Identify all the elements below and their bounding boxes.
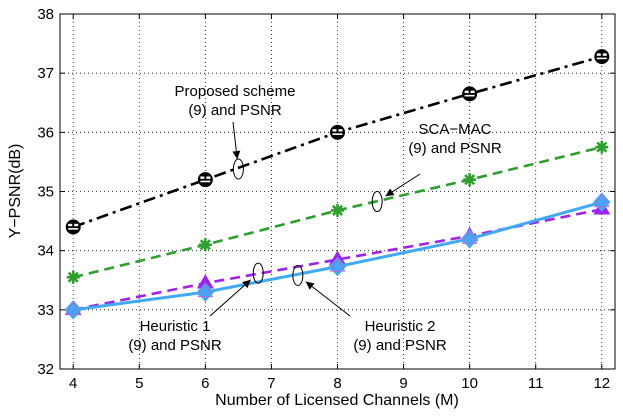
annotation-arrowhead xyxy=(232,150,241,160)
annotation-4: Heuristic 2 (9) and PSNR xyxy=(292,265,447,354)
marker-core xyxy=(466,176,473,183)
marker-disc xyxy=(330,124,345,140)
annotation-ellipse xyxy=(292,265,304,287)
series-layer xyxy=(64,49,611,320)
marker-triangle-outline xyxy=(329,257,346,272)
y-tick-label: 36 xyxy=(37,124,54,141)
annotation-arrow-shaft xyxy=(209,279,252,317)
marker-eye-right xyxy=(470,90,475,94)
x-tick-label: 4 xyxy=(69,375,77,392)
marker-diamond xyxy=(593,192,611,212)
marker-triangle-outline xyxy=(65,300,82,315)
marker-proposed-scheme xyxy=(65,219,81,235)
x-tick-label: 6 xyxy=(201,375,209,392)
marker-sca-mac xyxy=(331,203,344,217)
x-tick-label: 10 xyxy=(461,375,478,392)
marker-mouth xyxy=(68,228,79,230)
marker-proposed-scheme xyxy=(330,124,345,140)
annotation-1: Proposed scheme (9) and PSNR xyxy=(175,83,296,180)
x-tick-label: 7 xyxy=(267,375,275,392)
annotation-arrow-shaft xyxy=(305,281,351,317)
marker-sca-mac xyxy=(66,270,80,284)
annotation-label: (9) and PSNR xyxy=(188,102,282,119)
annotation-3: Heuristic 1 (9) and PSNR xyxy=(128,262,264,354)
marker-triangle-outline xyxy=(593,193,610,208)
x-tick-label: 9 xyxy=(399,375,407,392)
marker-sca-mac xyxy=(463,173,477,187)
marker-eye-left xyxy=(332,129,337,132)
x-tick-label: 12 xyxy=(593,375,610,392)
marker-eye-right xyxy=(602,53,607,56)
y-tick-label: 35 xyxy=(37,184,54,201)
annotation-ellipse xyxy=(371,191,383,213)
marker-sca-mac xyxy=(198,238,212,252)
tick-layer: 4 5 6 7 8 9 10 11 12 32 33 34 35 36 37 38 xyxy=(37,6,615,392)
marker-eye-left xyxy=(464,90,469,94)
marker-heuristic-2 xyxy=(196,282,215,302)
marker-mouth xyxy=(332,133,343,135)
annotation-label: (9) and PSNR xyxy=(408,140,502,157)
marker-proposed-scheme xyxy=(462,86,478,102)
marker-eye-left xyxy=(68,223,73,227)
marker-mouth xyxy=(200,180,211,183)
marker-proposed-scheme xyxy=(197,172,213,188)
annotation-arrowhead xyxy=(242,279,251,289)
y-tick-label: 33 xyxy=(37,302,54,319)
x-tick-label: 11 xyxy=(528,375,544,392)
marker-disc xyxy=(462,86,478,102)
annotation-layer: Proposed scheme (9) and PSNR SCA−MAC (9) an… xyxy=(128,83,502,354)
y-axis-title: Y−PSNR(dB) xyxy=(7,144,24,239)
grid-layer xyxy=(60,13,615,370)
marker-eye-left xyxy=(200,176,205,179)
marker-diamond xyxy=(460,229,479,249)
marker-heuristic-2 xyxy=(460,229,479,249)
marker-eye-right xyxy=(74,223,79,227)
marker-triangle-outline xyxy=(197,283,214,298)
marker-mouth xyxy=(596,57,607,60)
annotation-ellipse xyxy=(252,262,264,284)
annotation-ellipse xyxy=(232,158,244,180)
annotation-label: SCA−MAC xyxy=(419,121,492,138)
annotation-2: SCA−MAC (9) and PSNR xyxy=(371,121,502,213)
y-tick-label: 32 xyxy=(37,361,54,378)
marker-eye-right xyxy=(338,129,343,132)
annotation-label: Heuristic 1 xyxy=(140,318,211,335)
y-tick-label: 37 xyxy=(37,65,54,82)
marker-proposed-scheme xyxy=(594,49,610,65)
x-axis-title: Number of Licensed Channels (M) xyxy=(215,392,459,409)
marker-core xyxy=(598,144,605,151)
marker-eye-right xyxy=(206,176,211,179)
annotation-arrowhead xyxy=(385,188,395,197)
marker-core xyxy=(334,207,341,214)
marker-heuristic-2 xyxy=(593,192,611,212)
x-tick-label: 8 xyxy=(333,375,341,392)
marker-disc xyxy=(594,49,610,65)
annotation-label: Heuristic 2 xyxy=(365,318,436,335)
annotation-label: Proposed scheme xyxy=(175,83,296,100)
marker-heuristic-2 xyxy=(328,256,347,277)
marker-heuristic-2 xyxy=(64,300,82,320)
marker-core xyxy=(202,241,209,248)
marker-sca-mac xyxy=(595,140,609,154)
marker-disc xyxy=(197,172,213,188)
annotation-label: (9) and PSNR xyxy=(353,337,447,354)
annotation-label: (9) and PSNR xyxy=(128,337,222,354)
annotation-arrowhead xyxy=(305,281,315,290)
marker-disc xyxy=(65,219,81,235)
y-tick-label: 34 xyxy=(37,243,54,260)
marker-eye-left xyxy=(596,53,601,56)
plot-frame xyxy=(59,13,616,370)
marker-core xyxy=(70,274,77,281)
x-tick-label: 5 xyxy=(135,375,143,392)
marker-triangle-outline xyxy=(461,229,478,244)
marker-mouth xyxy=(464,94,475,97)
y-tick-label: 38 xyxy=(37,6,54,23)
marker-diamond xyxy=(64,300,82,320)
